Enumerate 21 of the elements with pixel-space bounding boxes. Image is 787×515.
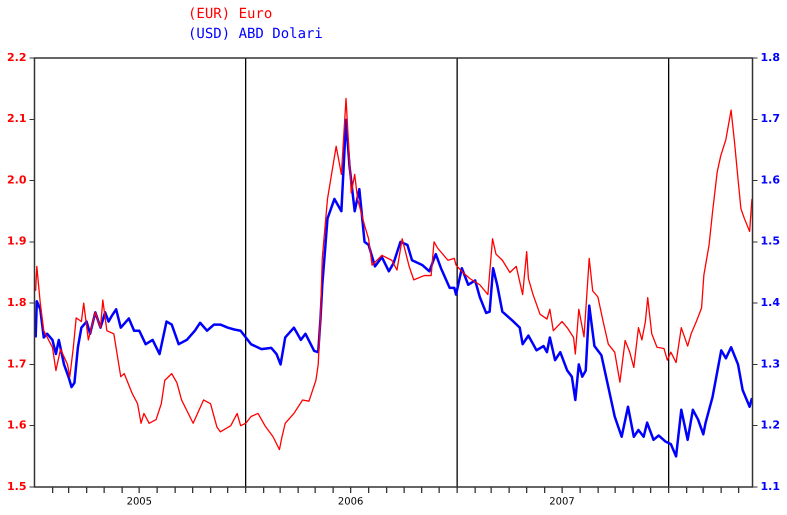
text: (USD) ABD Dolari — [188, 26, 323, 42]
x-tick-label: 2007 — [549, 496, 575, 508]
text: (EUR) Euro — [188, 6, 274, 22]
y-tick-label: 2.1 — [6, 112, 26, 126]
y-tick-label: 1.7 — [6, 357, 26, 370]
y-tick-label: 1.5 — [6, 480, 26, 493]
x-tick-label: 2006 — [338, 496, 364, 508]
y2-tick-label: 1.5 — [760, 234, 780, 248]
x-tick-label: 2005 — [126, 496, 152, 508]
y-tick-label: 1.9 — [6, 234, 26, 248]
y-tick-label: 2.0 — [6, 173, 27, 186]
y2-tick-label: 1.8 — [760, 50, 780, 64]
y-tick-label: 1.6 — [6, 418, 27, 432]
y2-tick-label: 1.7 — [760, 112, 780, 126]
y-tick-label: 1.8 — [6, 296, 26, 309]
y-tick-label: 2.2 — [6, 50, 26, 64]
y2-tick-label: 1.1 — [760, 480, 780, 493]
y2-tick-label: 1.4 — [760, 296, 780, 309]
y2-tick-label: 1.3 — [760, 357, 780, 370]
y2-tick-label: 1.6 — [760, 173, 780, 186]
y2-tick-label: 1.2 — [760, 418, 780, 432]
